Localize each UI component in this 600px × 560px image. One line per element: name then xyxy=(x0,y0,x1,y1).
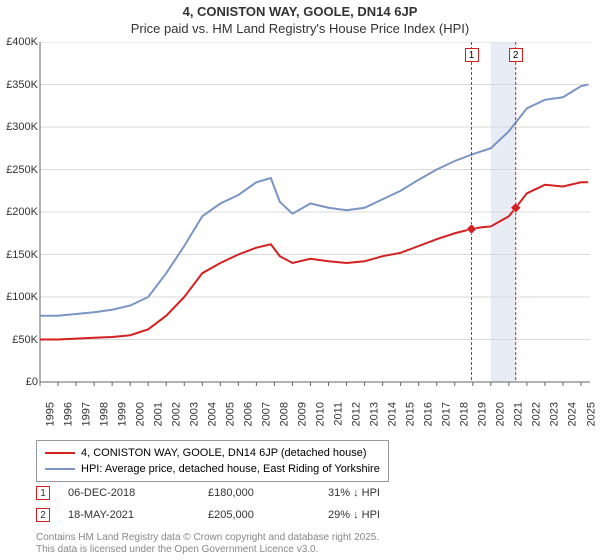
legend: 4, CONISTON WAY, GOOLE, DN14 6JP (detach… xyxy=(36,440,389,482)
x-tick-label: 2007 xyxy=(260,402,272,426)
x-tick-label: 2023 xyxy=(549,402,561,426)
sale-diff-1: 31% ↓ HPI xyxy=(328,487,448,499)
legend-swatch xyxy=(45,468,75,470)
x-tick-label: 2021 xyxy=(513,402,525,426)
x-tick-label: 2005 xyxy=(224,402,236,426)
x-tick-label: 2016 xyxy=(423,402,435,426)
legend-item: HPI: Average price, detached house, East… xyxy=(45,461,380,477)
chart-area: £0£50K£100K£150K£200K£250K£300K£350K£400… xyxy=(0,42,600,420)
x-tick-label: 2000 xyxy=(134,402,146,426)
footnote-2: This data is licensed under the Open Gov… xyxy=(36,544,318,555)
x-tick-label: 2025 xyxy=(585,402,597,426)
x-tick-label: 2019 xyxy=(477,402,489,426)
x-tick-label: 2020 xyxy=(495,402,507,426)
x-tick-label: 2006 xyxy=(242,402,254,426)
legend-item: 4, CONISTON WAY, GOOLE, DN14 6JP (detach… xyxy=(45,445,380,461)
x-tick-label: 2012 xyxy=(351,402,363,426)
x-tick-label: 1999 xyxy=(116,402,128,426)
x-tick-label: 2018 xyxy=(459,402,471,426)
x-tick-label: 1997 xyxy=(80,402,92,426)
y-tick-label: £0 xyxy=(26,376,38,388)
sale-price-2: £205,000 xyxy=(208,509,328,521)
chart-container: 4, CONISTON WAY, GOOLE, DN14 6JP Price p… xyxy=(0,0,600,560)
x-tick-label: 1998 xyxy=(98,402,110,426)
x-tick-label: 1996 xyxy=(62,402,74,426)
x-tick-label: 2003 xyxy=(188,402,200,426)
sale-date-2: 18-MAY-2021 xyxy=(68,509,208,521)
x-tick-label: 2022 xyxy=(531,402,543,426)
x-tick-label: 2013 xyxy=(369,402,381,426)
plot-svg xyxy=(0,42,600,420)
sale-diff-2: 29% ↓ HPI xyxy=(328,509,448,521)
sale-marker-1: 1 xyxy=(36,486,50,500)
y-tick-label: £100K xyxy=(6,291,38,303)
x-tick-label: 2017 xyxy=(441,402,453,426)
x-tick-label: 1995 xyxy=(44,402,56,426)
chart-subtitle: Price paid vs. HM Land Registry's House … xyxy=(0,19,600,42)
y-tick-label: £300K xyxy=(6,121,38,133)
y-tick-label: £150K xyxy=(6,249,38,261)
sale-marker-2: 2 xyxy=(36,508,50,522)
x-tick-label: 2011 xyxy=(333,402,345,426)
x-tick-label: 2024 xyxy=(567,402,579,426)
chart-marker-2: 2 xyxy=(509,48,523,62)
sale-date-1: 06-DEC-2018 xyxy=(68,487,208,499)
sale-row-2: 2 18-MAY-2021 £205,000 29% ↓ HPI xyxy=(36,508,448,522)
legend-label: HPI: Average price, detached house, East… xyxy=(81,463,380,475)
x-tick-label: 2001 xyxy=(152,402,164,426)
legend-label: 4, CONISTON WAY, GOOLE, DN14 6JP (detach… xyxy=(81,447,367,459)
y-tick-label: £200K xyxy=(6,206,38,218)
x-tick-label: 2010 xyxy=(315,402,327,426)
chart-marker-1: 1 xyxy=(465,48,479,62)
footnote-1: Contains HM Land Registry data © Crown c… xyxy=(36,532,379,543)
x-tick-label: 2014 xyxy=(387,402,399,426)
chart-title: 4, CONISTON WAY, GOOLE, DN14 6JP xyxy=(0,0,600,19)
y-tick-label: £350K xyxy=(6,79,38,91)
y-tick-label: £400K xyxy=(6,36,38,48)
x-tick-label: 2009 xyxy=(296,402,308,426)
x-tick-label: 2008 xyxy=(278,402,290,426)
x-tick-label: 2004 xyxy=(206,402,218,426)
sale-row-1: 1 06-DEC-2018 £180,000 31% ↓ HPI xyxy=(36,486,448,500)
sale-price-1: £180,000 xyxy=(208,487,328,499)
x-tick-label: 2015 xyxy=(405,402,417,426)
x-tick-label: 2002 xyxy=(170,402,182,426)
legend-swatch xyxy=(45,452,75,454)
y-tick-label: £250K xyxy=(6,164,38,176)
y-tick-label: £50K xyxy=(12,334,38,346)
